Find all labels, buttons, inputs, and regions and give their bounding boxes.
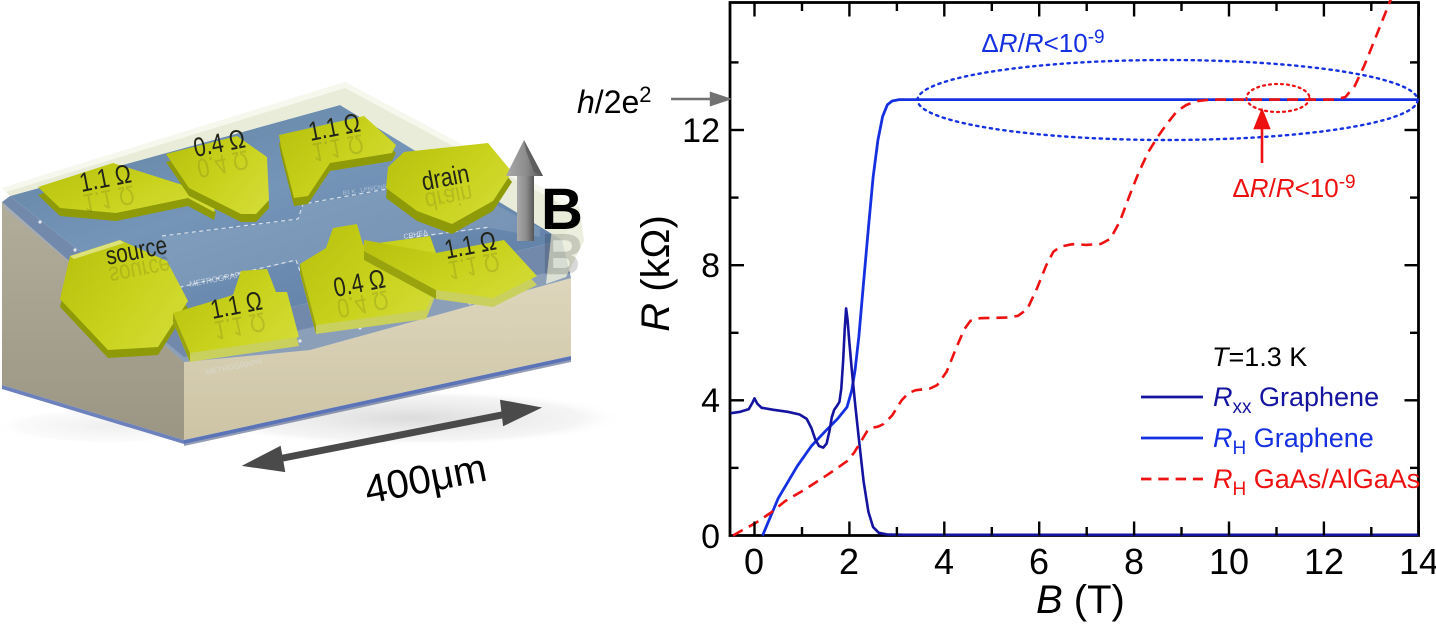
- svg-text:0: 0: [701, 518, 720, 556]
- svg-text:ΔR/R<10-9: ΔR/R<10-9: [1232, 172, 1355, 203]
- svg-text:B: B: [541, 177, 583, 242]
- svg-text:B (T): B (T): [1036, 578, 1125, 622]
- svg-text:R (kΩ): R (kΩ): [634, 215, 678, 332]
- svg-text:12: 12: [682, 112, 720, 150]
- svg-text:14: 14: [1399, 541, 1436, 582]
- svg-text:Rxx Graphene: Rxx Graphene: [1213, 382, 1379, 418]
- svg-text:4: 4: [934, 541, 954, 582]
- svg-text:8: 8: [701, 247, 720, 285]
- svg-text:h/2e2: h/2e2: [577, 82, 652, 120]
- svg-text:ΔR/R<10-9: ΔR/R<10-9: [981, 27, 1104, 58]
- svg-text:RH GaAs/AlGaAs: RH GaAs/AlGaAs: [1213, 464, 1420, 500]
- svg-text:8: 8: [1124, 541, 1144, 582]
- svg-text:12: 12: [1304, 541, 1344, 582]
- svg-text:B: B: [541, 221, 583, 286]
- svg-text:T=1.3 K: T=1.3 K: [1212, 342, 1307, 372]
- svg-text:0: 0: [744, 541, 764, 582]
- svg-text:4: 4: [701, 382, 720, 420]
- svg-text:2: 2: [839, 541, 859, 582]
- svg-text:6: 6: [1029, 541, 1049, 582]
- svg-text:CRHEA: CRHEA: [403, 229, 429, 241]
- svg-text:10: 10: [1209, 541, 1249, 582]
- svg-text:RH Graphene: RH Graphene: [1213, 423, 1374, 459]
